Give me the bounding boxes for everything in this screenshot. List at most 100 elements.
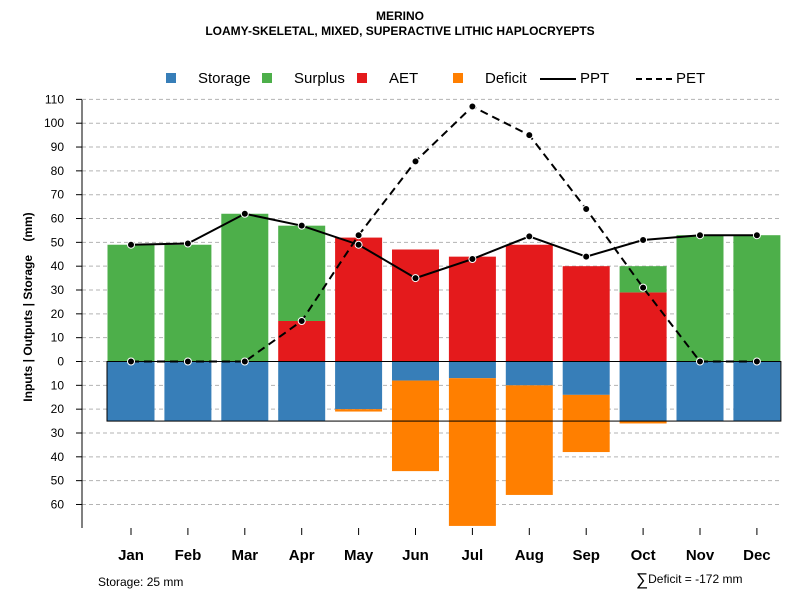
storage-bar xyxy=(107,361,155,422)
x-tick-label: May xyxy=(344,547,374,564)
deficit-bar xyxy=(335,409,383,412)
deficit-bar xyxy=(448,378,496,526)
legend-swatch-deficit xyxy=(453,73,463,83)
ppt-point xyxy=(752,231,761,240)
pet-point xyxy=(582,204,591,213)
y-tick-label: 60 xyxy=(51,212,65,226)
storage-frame xyxy=(106,361,782,422)
y-tick-label: 90 xyxy=(51,140,65,154)
y-tick-label: 10 xyxy=(51,331,65,345)
y-tick-label: 30 xyxy=(51,283,65,297)
pet-line xyxy=(131,105,757,363)
chart-subtitle: LOAMY-SKELETAL, MIXED, SUPERACTIVE LITHI… xyxy=(205,24,595,38)
deficit-bar xyxy=(562,394,610,453)
x-tick-label: Nov xyxy=(686,547,715,564)
pet-point xyxy=(525,131,534,140)
y-tick-label: 0 xyxy=(57,355,64,369)
x-tick-label: Jan xyxy=(118,547,144,564)
x-tick-label: Aug xyxy=(515,547,544,564)
y-tick-label: 40 xyxy=(51,450,65,464)
pet-point xyxy=(240,357,249,366)
surplus-bar xyxy=(164,244,212,362)
x-tick-label: Oct xyxy=(631,547,656,564)
surplus-bar xyxy=(221,213,269,362)
deficit-bar xyxy=(392,380,439,472)
pet-point xyxy=(354,231,363,240)
surplus-bar xyxy=(676,235,724,362)
x-tick-label: Dec xyxy=(743,547,771,564)
storage-capacity-frame xyxy=(106,361,782,422)
aet-bar xyxy=(562,266,610,362)
y-tick-label: 100 xyxy=(44,116,64,130)
pet-point xyxy=(752,357,761,366)
ppt-point xyxy=(525,232,534,241)
ppt-point xyxy=(183,239,192,248)
legend-swatch-storage xyxy=(166,73,176,83)
axes: 0 10 20 30 40 50 60 70 80 90 100 110 10 20 30 40 50 60 Jan… xyxy=(44,92,771,564)
surplus-bar xyxy=(733,235,781,362)
pet-point xyxy=(411,157,420,166)
storage-bar xyxy=(505,361,553,386)
y-tick-label: 70 xyxy=(51,188,65,202)
y-tick-label: 30 xyxy=(51,426,65,440)
x-tick-label: Jun xyxy=(402,547,429,564)
surplus-bar xyxy=(278,225,326,321)
pet-point xyxy=(696,357,704,366)
ppt-point xyxy=(582,252,591,261)
y-tick-label: 110 xyxy=(45,92,64,106)
storage-bar xyxy=(278,361,326,422)
x-tick-label: Apr xyxy=(289,547,315,564)
deficit-bar xyxy=(505,385,553,495)
y-tick-label: 60 xyxy=(51,497,65,511)
legend: Storage Surplus AET Deficit PPT PET xyxy=(0,70,800,90)
ppt-point xyxy=(240,209,249,218)
y-tick-label: 20 xyxy=(51,307,65,321)
ppt-point xyxy=(354,240,363,249)
pet-point xyxy=(297,316,306,325)
chart-title: MERINO xyxy=(376,9,424,23)
legend-label-deficit: Deficit xyxy=(485,70,527,87)
ppt-point xyxy=(297,221,306,230)
legend-label-aet: AET xyxy=(389,70,419,87)
legend-label-ppt: PPT xyxy=(580,70,610,87)
aet-bar xyxy=(619,292,667,362)
aet-bar xyxy=(278,320,326,362)
storage-footnote: Storage: 25 mm xyxy=(98,575,184,589)
storage-bar xyxy=(221,361,269,422)
x-tick-label: Mar xyxy=(231,547,258,564)
aet-bar xyxy=(335,237,383,362)
aet-bar xyxy=(448,256,496,362)
legend-line-pet xyxy=(636,78,672,80)
ppt-point xyxy=(411,274,420,283)
deficit-footnote-text: Deficit = -172 mm xyxy=(648,572,743,586)
deficit-bar xyxy=(619,421,667,424)
sigma-icon: ∑ xyxy=(636,570,649,589)
storage-bar xyxy=(164,361,212,422)
ppt-line xyxy=(130,212,757,280)
aet-bar xyxy=(392,249,439,362)
y-tick-label: 20 xyxy=(51,402,65,416)
storage-bar xyxy=(392,361,439,381)
x-tick-label: Sep xyxy=(572,547,600,564)
y-tick-label: 50 xyxy=(51,235,65,249)
x-tick-label: Feb xyxy=(175,547,202,564)
pet-point xyxy=(468,102,477,111)
series-lines xyxy=(127,102,761,366)
ppt-point xyxy=(639,235,648,244)
storage-bar xyxy=(619,361,667,422)
ppt-point xyxy=(696,231,704,240)
pet-point xyxy=(183,357,192,366)
y-tick-label: 80 xyxy=(51,164,65,178)
x-tick-label: Jul xyxy=(462,547,484,564)
storage-bar xyxy=(562,361,610,395)
deficit-footnote: ∑Deficit = -172 mm xyxy=(636,570,742,590)
legend-label-storage: Storage xyxy=(198,70,251,87)
pet-point xyxy=(127,357,135,366)
bars xyxy=(107,213,781,526)
y-tick-label: 50 xyxy=(51,474,65,488)
legend-label-pet: PET xyxy=(676,70,706,87)
storage-bar xyxy=(733,361,781,422)
storage-bar xyxy=(448,361,496,379)
legend-swatch-surplus xyxy=(262,73,272,83)
